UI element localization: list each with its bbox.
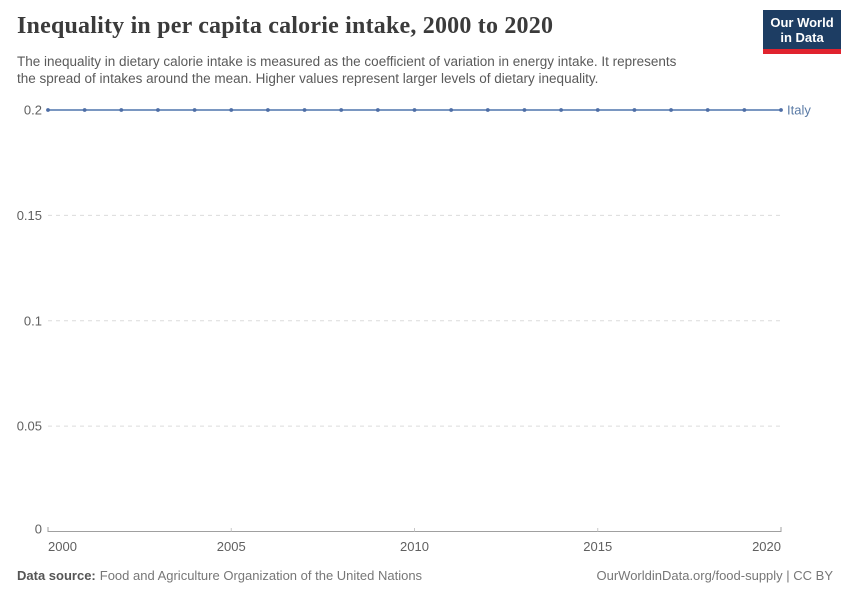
series-label-italy[interactable]: Italy [787,103,811,118]
chart-subtitle-line-2: the spread of intakes around the mean. H… [17,71,599,86]
x-axis-tick-label: 2015 [583,539,612,554]
x-axis-tick-label: 2005 [217,539,246,554]
data-source-label: Data source: [17,568,96,583]
data-point[interactable] [266,108,270,112]
attribution-link[interactable]: OurWorldinData.org/food-supply | CC BY [596,568,833,583]
x-axis-tick-label: 2020 [752,539,781,554]
chart-subtitle-line-1: The inequality in dietary calorie intake… [17,54,677,69]
data-point[interactable] [559,108,563,112]
y-axis-tick-label: 0 [35,522,42,537]
data-point[interactable] [229,108,234,112]
owid-logo[interactable]: Our World in Data [763,10,841,54]
owid-logo-text-line-1: Our World [770,15,834,30]
data-point[interactable] [449,108,454,112]
x-axis-tick-label: 2010 [400,539,429,554]
data-point[interactable] [522,108,527,112]
y-axis-tick-label: 0.2 [24,103,42,118]
data-source: Data source: Food and Agriculture Organiz… [17,568,422,583]
y-axis-tick-label: 0.15 [17,208,42,223]
data-point[interactable] [669,108,673,112]
data-point[interactable] [339,108,344,112]
y-axis-tick-label: 0.1 [24,313,42,328]
data-point[interactable] [375,108,380,112]
owid-logo-text-line-2: in Data [780,30,824,45]
data-point[interactable] [485,108,490,112]
y-axis-tick-label: 0.05 [17,419,42,434]
data-point[interactable] [302,108,307,112]
data-point[interactable] [192,108,197,112]
chart-title: Inequality in per capita calorie intake,… [17,13,554,39]
data-point[interactable] [412,108,417,112]
data-point[interactable] [779,108,783,112]
data-source-value: Food and Agriculture Organization of the… [99,568,423,583]
data-point[interactable] [705,108,710,112]
data-point[interactable] [595,108,600,112]
data-point[interactable] [82,108,87,112]
data-point[interactable] [632,108,637,112]
data-point[interactable] [119,108,124,112]
chart-subtitle: The inequality in dietary calorie intake… [17,53,676,87]
data-point[interactable] [742,108,747,112]
data-point[interactable] [46,108,50,112]
chart-footer: Data source: Food and Agriculture Organiz… [17,568,833,583]
x-axis-tick-label: 2000 [48,539,77,554]
data-point[interactable] [156,108,160,112]
